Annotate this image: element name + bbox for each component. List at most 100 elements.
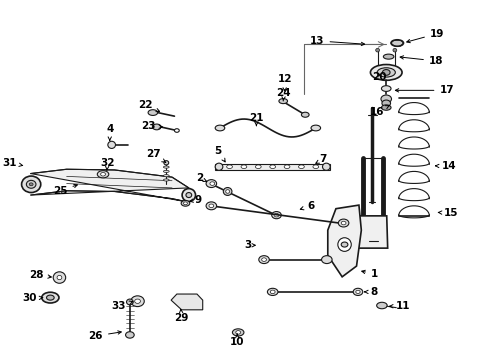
Polygon shape	[31, 169, 188, 202]
Text: 26: 26	[88, 331, 121, 341]
Ellipse shape	[271, 212, 281, 219]
Ellipse shape	[255, 165, 261, 168]
Text: 2: 2	[196, 173, 206, 183]
Ellipse shape	[183, 202, 187, 205]
Ellipse shape	[97, 171, 108, 178]
Polygon shape	[171, 294, 203, 310]
Ellipse shape	[163, 170, 169, 172]
Ellipse shape	[312, 165, 318, 168]
Ellipse shape	[301, 112, 308, 117]
Ellipse shape	[376, 68, 394, 77]
Text: 13: 13	[309, 36, 364, 46]
Ellipse shape	[241, 165, 246, 168]
Ellipse shape	[370, 64, 401, 80]
Ellipse shape	[258, 256, 269, 264]
Ellipse shape	[148, 110, 157, 116]
Ellipse shape	[57, 275, 61, 280]
Text: 29: 29	[174, 309, 188, 323]
Ellipse shape	[380, 95, 391, 103]
Ellipse shape	[163, 166, 169, 168]
Ellipse shape	[298, 165, 304, 168]
Ellipse shape	[125, 332, 134, 338]
Text: 7: 7	[315, 154, 326, 164]
Text: 19: 19	[406, 29, 443, 43]
Ellipse shape	[270, 290, 275, 294]
Ellipse shape	[337, 238, 350, 251]
Ellipse shape	[338, 219, 348, 227]
Ellipse shape	[310, 125, 320, 131]
Ellipse shape	[152, 124, 161, 130]
Ellipse shape	[163, 175, 169, 177]
Ellipse shape	[126, 299, 133, 305]
Ellipse shape	[261, 258, 266, 261]
Ellipse shape	[208, 204, 213, 208]
Ellipse shape	[382, 69, 389, 75]
Ellipse shape	[181, 201, 189, 206]
Ellipse shape	[355, 290, 359, 293]
Ellipse shape	[341, 242, 347, 247]
Ellipse shape	[278, 99, 287, 104]
Ellipse shape	[46, 295, 54, 300]
Ellipse shape	[215, 125, 224, 131]
Text: 27: 27	[145, 149, 165, 162]
Text: 31: 31	[2, 158, 22, 168]
Ellipse shape	[392, 48, 396, 52]
Text: 5: 5	[214, 145, 224, 162]
Ellipse shape	[376, 302, 386, 309]
Ellipse shape	[205, 180, 216, 188]
Text: 3: 3	[244, 240, 255, 250]
Ellipse shape	[226, 165, 232, 168]
Ellipse shape	[134, 299, 140, 303]
Ellipse shape	[235, 330, 240, 334]
Ellipse shape	[284, 165, 289, 168]
Ellipse shape	[381, 100, 390, 107]
Ellipse shape	[21, 176, 41, 193]
Ellipse shape	[223, 188, 231, 195]
Text: 15: 15	[437, 208, 458, 218]
Ellipse shape	[209, 182, 214, 185]
Text: 9: 9	[189, 195, 201, 205]
Text: 16: 16	[368, 105, 388, 117]
Text: 17: 17	[395, 85, 453, 95]
Polygon shape	[327, 205, 361, 277]
Text: 25: 25	[53, 184, 77, 196]
Ellipse shape	[174, 129, 179, 132]
Ellipse shape	[108, 141, 115, 148]
Ellipse shape	[381, 105, 390, 110]
Text: 22: 22	[138, 100, 159, 112]
Text: 20: 20	[371, 72, 386, 82]
Text: 14: 14	[434, 161, 455, 171]
Ellipse shape	[225, 190, 229, 193]
Polygon shape	[215, 164, 329, 170]
Ellipse shape	[267, 288, 277, 296]
Ellipse shape	[41, 292, 59, 303]
Text: 28: 28	[29, 270, 51, 280]
Ellipse shape	[53, 272, 65, 283]
Text: 18: 18	[399, 56, 443, 66]
Ellipse shape	[215, 163, 223, 170]
Ellipse shape	[322, 163, 329, 170]
Ellipse shape	[26, 180, 36, 188]
Ellipse shape	[321, 256, 331, 264]
Ellipse shape	[352, 288, 362, 296]
Ellipse shape	[232, 329, 244, 336]
Text: 1: 1	[361, 269, 377, 279]
Text: 23: 23	[141, 121, 162, 131]
Ellipse shape	[163, 179, 169, 181]
Ellipse shape	[205, 202, 216, 210]
Text: 21: 21	[248, 113, 263, 126]
Polygon shape	[348, 216, 387, 248]
Text: 30: 30	[22, 293, 42, 303]
Text: 10: 10	[229, 334, 244, 347]
Ellipse shape	[375, 48, 379, 52]
Text: 4: 4	[106, 124, 113, 140]
Text: 33: 33	[111, 301, 132, 311]
Text: 12: 12	[277, 74, 291, 91]
Ellipse shape	[101, 172, 105, 176]
Ellipse shape	[163, 161, 168, 165]
Text: 6: 6	[300, 201, 314, 211]
Ellipse shape	[383, 54, 393, 59]
Ellipse shape	[29, 183, 33, 186]
Ellipse shape	[274, 213, 278, 217]
Ellipse shape	[131, 296, 144, 307]
